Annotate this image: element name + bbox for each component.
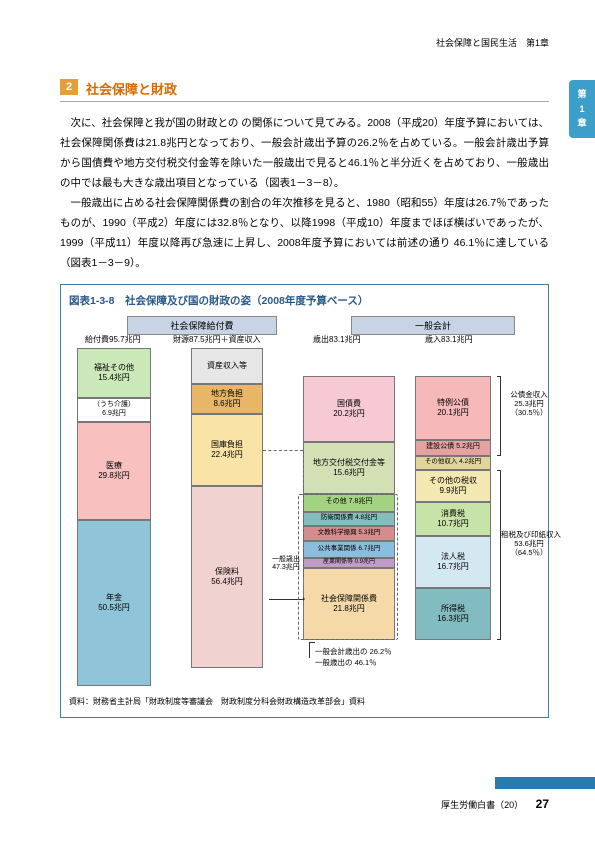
running-header: 社会保障と国民生活 第1章 (60, 36, 549, 49)
col4-label: 歳入83.1兆円 (425, 334, 473, 345)
section-title: 社会保障と財政 (86, 82, 177, 97)
bar-consume: 消費税 10.7兆円 (415, 502, 491, 536)
panel1-title: 社会保障給付費 (127, 316, 277, 335)
bar-corp: 法人税 16.7兆円 (415, 536, 491, 588)
body-text: 次に、社会保障と我が国の財政との の関係について見てみる。2008（平成20）年… (60, 114, 549, 274)
bar-bond: 国債費 20.2兆円 (303, 376, 395, 442)
section-number: 2 (60, 79, 78, 95)
bar-othertax: その他の税収 9.9兆円 (415, 470, 491, 502)
paragraph-1: 次に、社会保障と我が国の財政との の関係について見てみる。2008（平成20）年… (60, 114, 549, 194)
side-box-2: 租税及び印紙収入 53.6兆円 （64.5％） (501, 530, 557, 558)
section-header: 2 社会保障と財政 (60, 77, 549, 102)
note-leader (309, 642, 310, 658)
bracket-bond (495, 376, 501, 456)
bar-pension: 年金 50.5兆円 (77, 520, 151, 686)
side-box-1: 公債金収入 25.3兆円 （30.5％） (505, 390, 553, 418)
footer-accent (495, 777, 595, 789)
col1-label: 給付費95.7兆円 (85, 334, 141, 345)
bar-welfare-other: 福祉その他 15.4兆円 (77, 348, 151, 398)
bar-welfare-sub: （うち介護） 6.9兆円 (77, 398, 151, 422)
note-leader-h (309, 642, 315, 643)
bar-asset: 資産収入等 (191, 348, 263, 384)
connector-1 (263, 450, 303, 451)
bar-othrev: その他収入 4.2兆円 (415, 456, 491, 470)
bar-special: 特例公債 20.1兆円 (415, 376, 491, 440)
panel2-title: 一般会計 (351, 316, 515, 335)
page-number: 27 (536, 797, 549, 811)
footer-label: 厚生労働白書（20） (441, 800, 523, 810)
chart-box: 図表1-3-8 社会保障及び国の財政の姿（2008年度予算ベース） 社会保障給付… (60, 284, 549, 718)
bar-medical: 医療 29.8兆円 (77, 422, 151, 520)
col2-label: 財源87.5兆円＋資産収入 (173, 334, 261, 345)
bar-local: 地方負担 8.6兆円 (191, 384, 263, 414)
bar-localtax: 地方交付税交付金等 15.6兆円 (303, 442, 395, 494)
chart-note-1: 一般会計歳出の 26.2％ (315, 646, 392, 657)
paragraph-2: 一般歳出に占める社会保障関係費の割合の年次推移を見ると、1980（昭和55）年度… (60, 194, 549, 274)
chart-note-2: 一般歳出の 46.1％ (315, 657, 377, 668)
side-tab-l2: 1 (579, 102, 584, 116)
chart-source: 資料：財務省主計局「財政制度等審議会 財政制度分科会財政構造改革部会」資料 (69, 696, 540, 707)
ippan-saishutsu-label: 一般歳出 47.3兆円 (268, 556, 304, 573)
bar-national: 国庫負担 22.4兆円 (191, 414, 263, 486)
bar-constr: 建設公債 5.2兆円 (415, 440, 491, 456)
chart-area: 社会保障給付費 一般会計 給付費95.7兆円 財源87.5兆円＋資産収入 歳出8… (69, 316, 540, 690)
footer: 厚生労働白書（20） 27 (441, 797, 549, 811)
bar-premium: 保険料 56.4兆円 (191, 486, 263, 668)
side-tab-l3: 章 (577, 116, 586, 130)
side-tab-l1: 第 (577, 87, 586, 101)
chart-title: 図表1-3-8 社会保障及び国の財政の姿（2008年度予算ベース） (69, 293, 540, 308)
bar-income: 所得税 16.3兆円 (415, 588, 491, 640)
chapter-side-tab: 第 1 章 (569, 80, 595, 138)
ippan-saishutsu-box (298, 494, 398, 640)
col3-label: 歳出83.1兆円 (313, 334, 361, 345)
